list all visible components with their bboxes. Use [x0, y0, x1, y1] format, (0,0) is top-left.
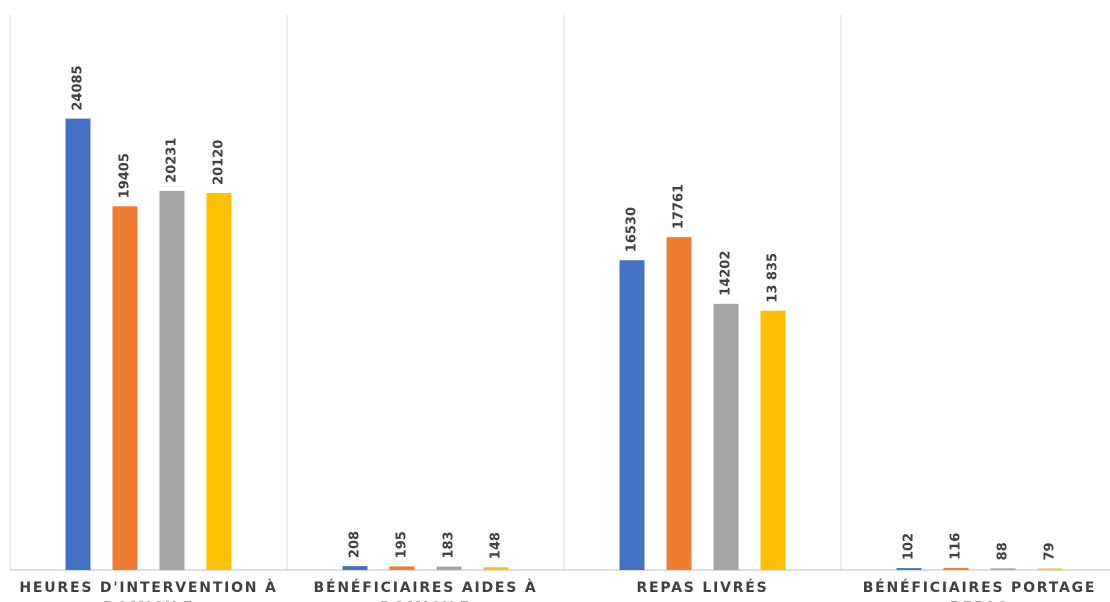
x-tick-label: REPAS LIVRÉS	[636, 580, 769, 596]
data-label: 208	[348, 531, 363, 558]
bar	[619, 260, 645, 570]
bar	[436, 566, 462, 570]
data-label: 20120	[212, 140, 227, 185]
data-label: 116	[949, 533, 964, 560]
bar	[65, 118, 91, 570]
data-label: 102	[902, 533, 917, 560]
data-label: 24085	[71, 65, 86, 110]
data-label: 195	[395, 531, 410, 558]
bar	[206, 192, 232, 571]
data-label: 183	[442, 531, 457, 558]
bar	[666, 237, 692, 571]
data-label: 148	[489, 532, 504, 559]
data-label: 17761	[672, 184, 687, 229]
bar	[1037, 568, 1063, 570]
x-tick-label: BÉNÉFICIAIRES PORTAGE REPAS	[862, 580, 1097, 602]
data-label: 19405	[118, 153, 133, 198]
bar	[483, 567, 509, 570]
data-label: 13 835	[766, 253, 781, 303]
data-label: 88	[996, 542, 1011, 560]
x-tick-label: BÉNÉFICIAIRES AIDES À DOMICILE	[313, 580, 538, 602]
data-label: 79	[1043, 542, 1058, 560]
data-label: 14202	[719, 251, 734, 296]
x-tick-label: HEURES D'INTERVENTION À DOMICILE	[19, 580, 278, 602]
bar	[112, 206, 138, 570]
bar	[896, 568, 922, 570]
bar	[760, 310, 786, 570]
bar	[159, 190, 185, 570]
data-label: 20231	[165, 138, 180, 183]
bar	[342, 566, 368, 570]
data-label: 16530	[625, 207, 640, 252]
bar	[389, 566, 415, 570]
bar	[713, 303, 739, 570]
bar	[990, 568, 1016, 570]
bar	[943, 567, 969, 570]
